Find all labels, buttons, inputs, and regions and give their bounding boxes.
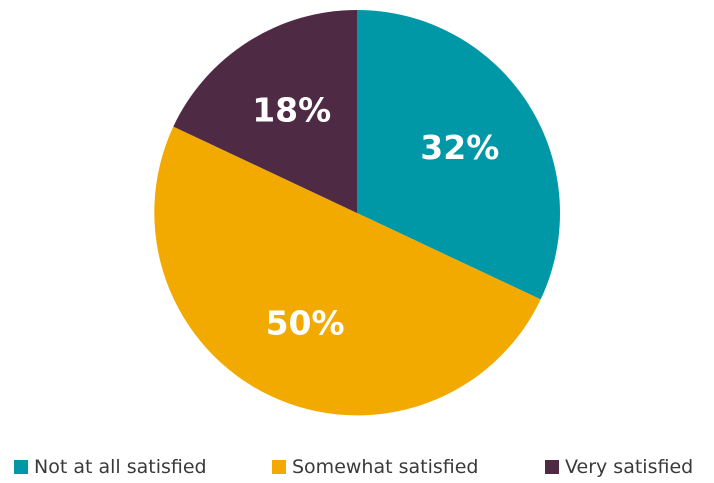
legend-item-not-at-all-satisfied: Not at all satisfied <box>14 455 207 479</box>
data-label-very-satisfied: 18% <box>252 91 331 130</box>
legend: Not at all satisfied Somewhat satisfied … <box>0 455 714 479</box>
pie-slice-not-at-all-satisfied <box>357 10 560 300</box>
pie-slices <box>154 10 560 416</box>
legend-item-very-satisfied: Very satisfied <box>545 455 693 479</box>
pie-chart-svg: 32% 50% 18% <box>154 10 560 416</box>
pie-slice-very-satisfied <box>173 10 357 213</box>
legend-swatch-not-at-all-satisfied <box>14 460 28 474</box>
legend-label-very-satisfied: Very satisfied <box>565 456 694 478</box>
legend-label-not-at-all-satisfied: Not at all satisfied <box>34 456 207 478</box>
pie-slice-somewhat-satisfied <box>154 126 541 416</box>
data-label-not-at-all-satisfied: 32% <box>420 128 499 167</box>
legend-label-somewhat-satisfied: Somewhat satisfied <box>292 456 479 478</box>
legend-swatch-very-satisfied <box>545 460 559 474</box>
legend-swatch-somewhat-satisfied <box>272 460 286 474</box>
pie-data-labels: 32% 50% 18% <box>252 91 499 343</box>
data-label-somewhat-satisfied: 50% <box>266 304 345 343</box>
legend-item-somewhat-satisfied: Somewhat satisfied <box>272 455 478 479</box>
